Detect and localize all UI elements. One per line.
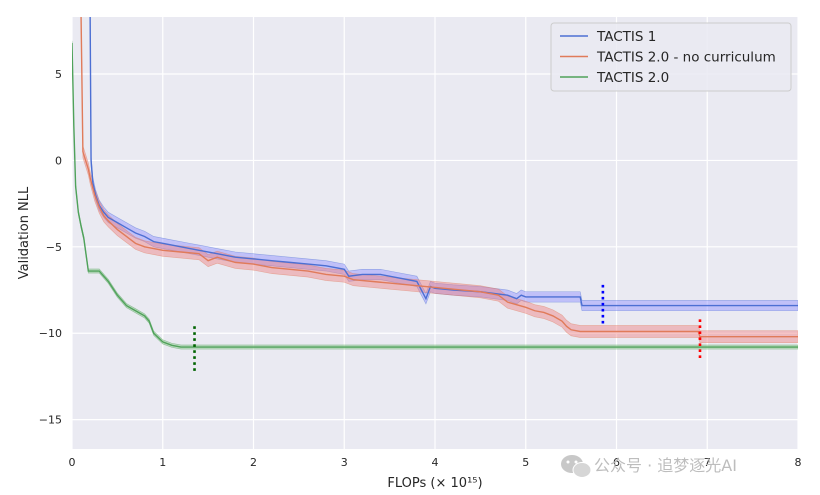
y-axis-label: Validation NLL <box>17 186 32 279</box>
x-axis-label: FLOPs (× 10¹⁵) <box>387 476 482 491</box>
x-tick-label: 0 <box>69 456 76 469</box>
x-tick-label: 1 <box>159 456 166 469</box>
x-tick-label: 5 <box>522 456 529 469</box>
line-tactis-2-0 <box>72 42 798 348</box>
x-tick-labels: 0 1 2 3 4 5 6 7 8 <box>69 456 802 469</box>
wechat-icon <box>561 455 592 478</box>
y-tick-label: 0 <box>55 154 62 167</box>
x-tick-label: 6 <box>613 456 620 469</box>
y-tick-label: 5 <box>55 68 62 81</box>
x-tick-label: 8 <box>795 456 802 469</box>
series-lines <box>72 17 798 348</box>
x-tick-label: 7 <box>704 456 711 469</box>
watermark-text: 公众号 · 追梦逐光AI <box>594 456 737 475</box>
line-tactis-2-0-no-curriculum <box>80 17 798 338</box>
legend: TACTIS 1 TACTIS 2.0 - no curriculum TACTIS… <box>550 22 792 92</box>
x-tick-label: 4 <box>432 456 439 469</box>
legend-box <box>550 22 792 92</box>
legend-label: TACTIS 1 <box>596 29 656 45</box>
y-tick-label: −5 <box>46 241 62 254</box>
line-tactis-1 <box>89 17 798 307</box>
watermark: 公众号 · 追梦逐光AI <box>561 455 737 478</box>
band-tactis-2-0-no-curriculum <box>80 17 798 344</box>
x-tick-label: 2 <box>250 456 257 469</box>
dotted-markers <box>193 284 702 372</box>
legend-label: TACTIS 2.0 <box>596 70 669 86</box>
band-tactis-2-0 <box>72 40 798 350</box>
x-tick-label: 3 <box>341 456 348 469</box>
y-tick-label: −10 <box>39 327 62 340</box>
y-tick-labels: 5 0 −5 −10 −15 <box>39 68 62 427</box>
y-tick-label: −15 <box>39 414 62 427</box>
legend-label: TACTIS 2.0 - no curriculum <box>596 50 776 66</box>
